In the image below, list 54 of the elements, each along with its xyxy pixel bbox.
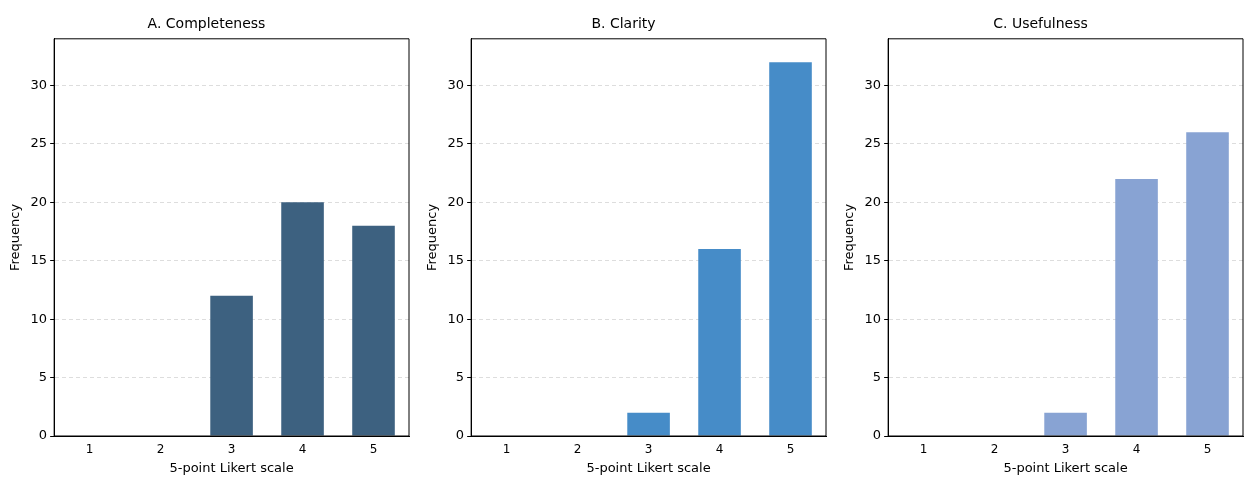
x-tick-label: 1 bbox=[919, 442, 928, 457]
y-tick-label: 20 bbox=[447, 193, 465, 209]
chart-title: A. Completeness bbox=[147, 15, 266, 32]
bar bbox=[1186, 132, 1229, 436]
x-tick-label: 5 bbox=[1203, 442, 1212, 457]
y-tick-label: 25 bbox=[864, 135, 882, 151]
y-tick-label: 10 bbox=[864, 310, 882, 326]
y-tick-label: 5 bbox=[38, 368, 48, 384]
y-tick-label: 15 bbox=[864, 252, 882, 268]
x-tick-label: 2 bbox=[156, 442, 165, 457]
x-axis-title: 5-point Likert scale bbox=[1003, 459, 1128, 475]
bar bbox=[698, 249, 741, 436]
x-tick-label: 5 bbox=[786, 442, 795, 457]
y-axis-title: Frequency bbox=[424, 203, 440, 271]
y-tick-label: 30 bbox=[30, 76, 48, 92]
y-tick-label: 0 bbox=[872, 427, 882, 443]
x-tick-label: 5 bbox=[369, 442, 378, 457]
y-axis-title: Frequency bbox=[841, 203, 857, 271]
bar bbox=[1044, 412, 1087, 436]
chart-title: C. Usefulness bbox=[993, 15, 1088, 32]
y-tick-label: 20 bbox=[30, 193, 48, 209]
x-tick-label: 3 bbox=[644, 442, 653, 457]
x-tick-label: 3 bbox=[1061, 442, 1070, 457]
x-tick-label: 1 bbox=[502, 442, 511, 457]
y-tick-label: 20 bbox=[864, 193, 882, 209]
y-tick-label: 25 bbox=[30, 135, 48, 151]
bar bbox=[210, 295, 253, 436]
bar bbox=[627, 412, 670, 436]
x-tick-label: 4 bbox=[298, 442, 307, 457]
y-tick-label: 0 bbox=[455, 427, 465, 443]
y-tick-label: 5 bbox=[872, 368, 882, 384]
y-tick-label: 30 bbox=[864, 76, 882, 92]
x-tick-label: 2 bbox=[573, 442, 582, 457]
x-tick-label: 3 bbox=[227, 442, 236, 457]
y-axis-title: Frequency bbox=[7, 203, 23, 271]
y-tick-label: 30 bbox=[447, 76, 465, 92]
bar bbox=[281, 202, 324, 436]
bar bbox=[1115, 178, 1158, 436]
bar bbox=[769, 62, 812, 436]
chart-title: B. Clarity bbox=[591, 15, 656, 32]
x-tick-label: 4 bbox=[715, 442, 724, 457]
y-tick-label: 15 bbox=[447, 252, 465, 268]
x-tick-label: 4 bbox=[1132, 442, 1141, 457]
y-tick-label: 10 bbox=[447, 310, 465, 326]
x-axis-title: 5-point Likert scale bbox=[586, 459, 711, 475]
y-tick-label: 25 bbox=[447, 135, 465, 151]
x-tick-label: 2 bbox=[990, 442, 999, 457]
y-tick-label: 0 bbox=[38, 427, 48, 443]
x-axis-title: 5-point Likert scale bbox=[169, 459, 294, 475]
y-tick-label: 5 bbox=[455, 368, 465, 384]
y-tick-label: 15 bbox=[30, 252, 48, 268]
bar bbox=[352, 225, 395, 436]
x-tick-label: 1 bbox=[85, 442, 94, 457]
y-tick-label: 10 bbox=[30, 310, 48, 326]
